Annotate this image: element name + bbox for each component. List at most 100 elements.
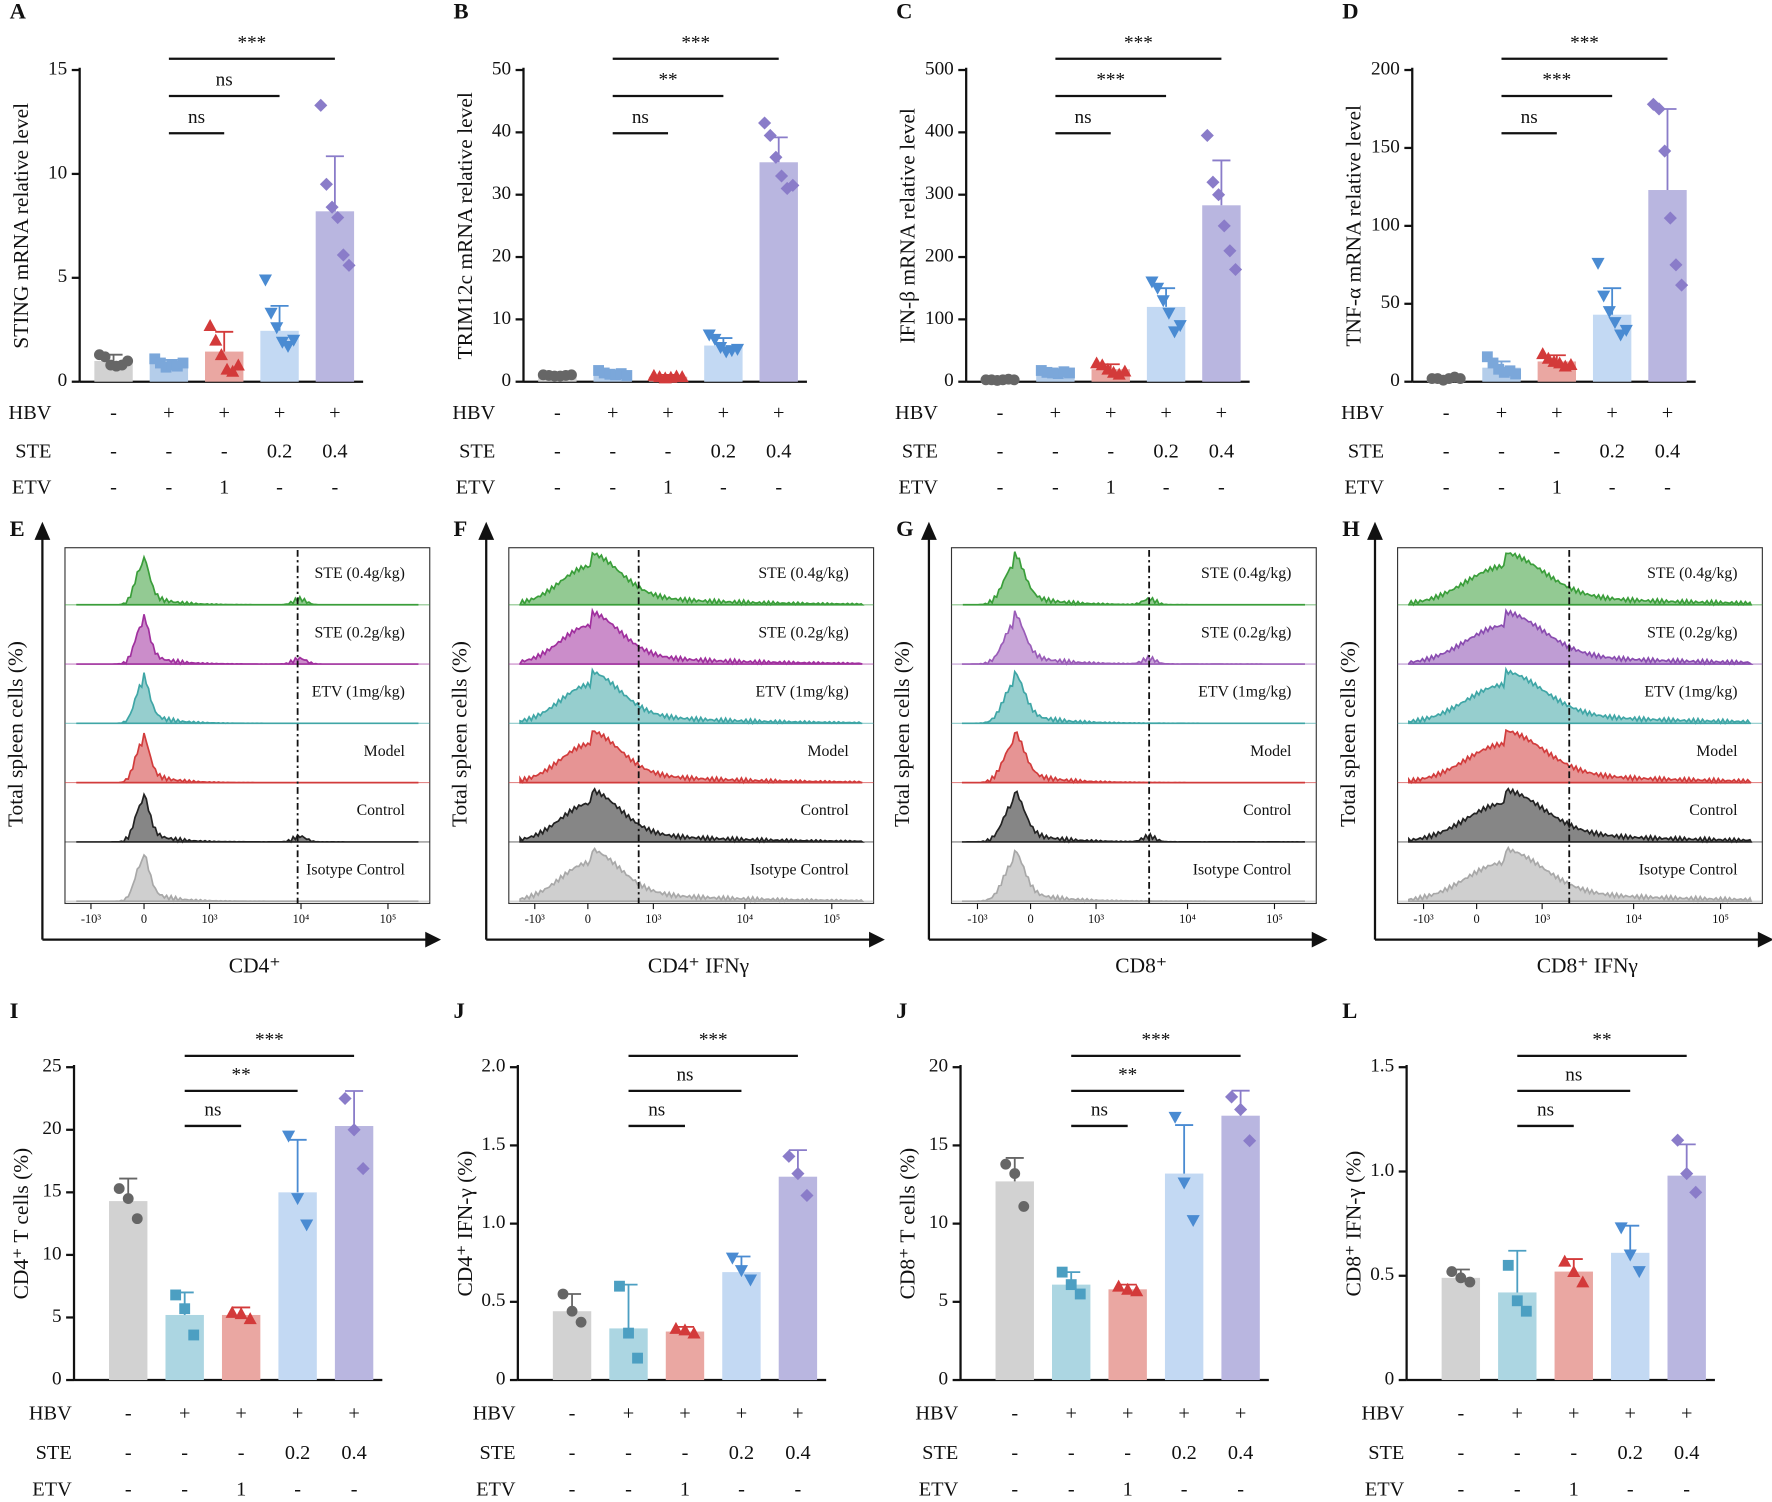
condition-value: - bbox=[997, 441, 1004, 463]
data-point bbox=[1455, 1272, 1467, 1284]
error-bar bbox=[1508, 1249, 1527, 1293]
data-point bbox=[231, 358, 245, 371]
data-point bbox=[1008, 374, 1020, 386]
histogram bbox=[76, 792, 419, 844]
row-label: Model bbox=[1250, 743, 1292, 760]
condition-value: + bbox=[235, 1403, 246, 1425]
x-tick-label: 10⁵ bbox=[1266, 912, 1283, 926]
row-label: Model bbox=[1696, 743, 1738, 760]
data-point bbox=[264, 307, 278, 320]
x-tick-label: 10³ bbox=[1088, 912, 1104, 926]
panel-letter: A bbox=[10, 0, 27, 24]
condition-value: + bbox=[179, 1403, 190, 1425]
data-point bbox=[1162, 307, 1176, 320]
histogram bbox=[76, 554, 419, 607]
y-tick-label: 20 bbox=[492, 245, 511, 266]
y-tick-label: 5 bbox=[52, 1306, 62, 1327]
condition-value: + bbox=[1122, 1403, 1133, 1425]
data-point bbox=[1064, 367, 1075, 379]
condition-value: - bbox=[125, 1478, 132, 1500]
row-label: STE (0.4g/kg) bbox=[1647, 565, 1737, 582]
condition-value: - bbox=[1609, 477, 1616, 499]
error-bar bbox=[288, 1138, 307, 1193]
bar bbox=[1592, 314, 1632, 382]
condition-value: + bbox=[1065, 1403, 1076, 1425]
y-tick-label: 10 bbox=[48, 162, 67, 183]
condition-value: + bbox=[218, 402, 229, 424]
condition-name: STE bbox=[15, 441, 51, 463]
panel-letter: C bbox=[896, 0, 912, 24]
condition-value: 0.2 bbox=[1599, 441, 1624, 463]
row-label: ETV (1mg/kg) bbox=[312, 684, 405, 701]
data-point bbox=[188, 1329, 200, 1341]
condition-name: STE bbox=[1348, 441, 1384, 463]
condition-value: - bbox=[1124, 1442, 1131, 1464]
data-point bbox=[1464, 1276, 1476, 1288]
condition-value: - bbox=[1181, 1478, 1188, 1500]
data-point bbox=[1558, 1254, 1572, 1267]
condition-value: - bbox=[1457, 1478, 1464, 1500]
condition-name: STE bbox=[36, 1442, 72, 1464]
data-point bbox=[575, 1316, 587, 1328]
row-label: Model bbox=[807, 743, 849, 760]
y-arrow-head bbox=[921, 521, 937, 540]
data-point bbox=[623, 1327, 634, 1339]
condition-value: - bbox=[1068, 1478, 1075, 1500]
condition-value: - bbox=[1498, 477, 1505, 499]
data-point bbox=[1151, 282, 1165, 295]
condition-value: + bbox=[623, 1403, 634, 1425]
condition-value: - bbox=[351, 1478, 358, 1500]
y-tick-label: 5 bbox=[939, 1290, 949, 1311]
histogram bbox=[1408, 728, 1752, 785]
x-tick-label: -10³ bbox=[525, 912, 546, 926]
condition-value: - bbox=[625, 1442, 632, 1464]
condition-value: + bbox=[1496, 402, 1507, 424]
x-tick-label: 10⁴ bbox=[293, 912, 310, 926]
data-point bbox=[1056, 1266, 1068, 1278]
data-point bbox=[1186, 1215, 1200, 1228]
histogram bbox=[519, 607, 863, 666]
data-point bbox=[1511, 1295, 1523, 1307]
histogram bbox=[519, 847, 865, 903]
condition-value: - bbox=[1570, 1442, 1577, 1464]
condition-value: + bbox=[329, 402, 340, 424]
condition-value: 0.2 bbox=[285, 1442, 310, 1464]
y-arrow-head bbox=[1367, 521, 1383, 540]
y-tick-label: 200 bbox=[1371, 58, 1400, 79]
data-point bbox=[214, 348, 228, 361]
condition-name: HBV bbox=[1361, 1403, 1404, 1425]
condition-value: - bbox=[738, 1478, 745, 1500]
significance-label: *** bbox=[1142, 1030, 1171, 1051]
data-point bbox=[234, 1307, 248, 1320]
y-tick-label: 0 bbox=[501, 370, 511, 391]
data-point bbox=[131, 1213, 143, 1225]
condition-name: STE bbox=[459, 441, 495, 463]
condition-value: - bbox=[997, 477, 1004, 499]
condition-value: 1 bbox=[1552, 477, 1562, 499]
condition-name: STE bbox=[479, 1442, 515, 1464]
data-point bbox=[678, 1323, 692, 1336]
condition-value: - bbox=[554, 402, 561, 424]
data-point bbox=[566, 369, 577, 381]
panel-letter: D bbox=[1342, 0, 1358, 24]
data-point bbox=[1200, 128, 1214, 143]
condition-value: 0.2 bbox=[1171, 1442, 1196, 1464]
data-point bbox=[1608, 317, 1622, 330]
data-point bbox=[758, 116, 772, 130]
histogram bbox=[519, 551, 865, 607]
y-tick-label: 100 bbox=[925, 308, 954, 329]
condition-value: - bbox=[1068, 1442, 1075, 1464]
condition-name: HBV bbox=[9, 402, 52, 424]
data-point bbox=[1173, 320, 1187, 333]
x-axis-label: CD4⁺ IFNγ bbox=[648, 954, 749, 978]
x-axis-label: CD4⁺ bbox=[229, 954, 281, 978]
data-point bbox=[226, 364, 240, 377]
bar bbox=[1108, 1289, 1147, 1381]
x-tick-label: 0 bbox=[1027, 912, 1033, 926]
y-tick-label: 0 bbox=[939, 1368, 949, 1389]
data-point bbox=[782, 1149, 796, 1163]
data-point bbox=[1520, 1305, 1532, 1317]
error-bar bbox=[1621, 1224, 1640, 1253]
data-point bbox=[734, 1265, 748, 1278]
bar bbox=[1554, 1271, 1593, 1381]
